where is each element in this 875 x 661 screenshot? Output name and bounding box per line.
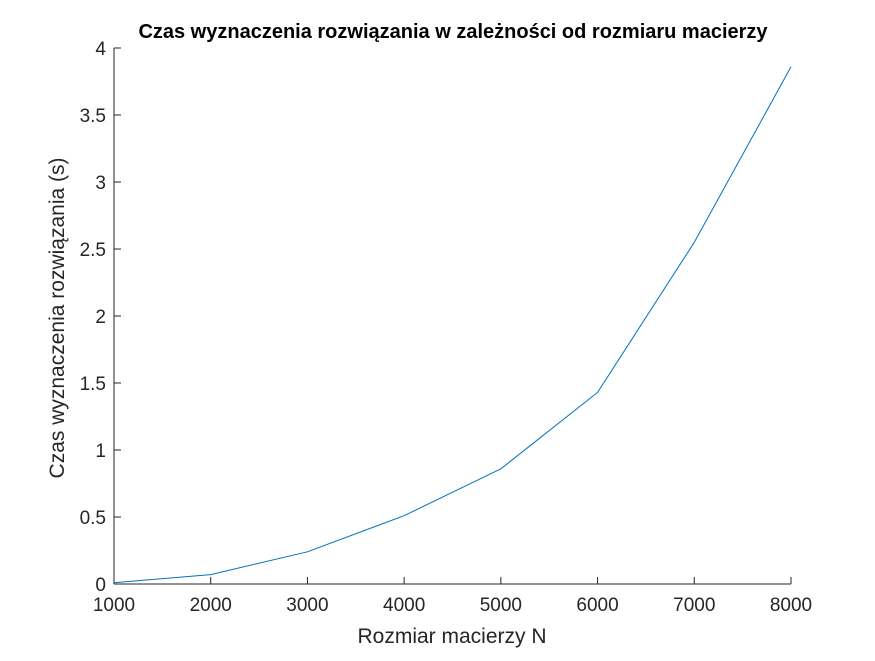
y-tick-label: 4 <box>95 39 106 60</box>
x-tick-label: 3000 <box>286 595 328 616</box>
y-tick-label: 2 <box>95 307 106 328</box>
y-tick-label: 3 <box>95 173 106 194</box>
series-layer <box>113 66 792 584</box>
x-tick-label: 1000 <box>93 595 135 616</box>
x-tick-label: 5000 <box>480 595 522 616</box>
x-tick-label: 6000 <box>576 595 618 616</box>
y-tick-label: 1 <box>95 441 106 462</box>
x-tick-label: 8000 <box>770 595 812 616</box>
plot-area <box>113 48 791 585</box>
y-axis-ticks: 0 0.5 1 1.5 2 2.5 3 3.5 4 <box>80 39 121 596</box>
x-axis-label: Rozmiar macierzy N <box>357 625 546 648</box>
series-line <box>113 66 792 584</box>
x-tick-label: 4000 <box>383 595 425 616</box>
x-tick-label: 2000 <box>190 595 232 616</box>
chart-title: Czas wyznaczenia rozwiązania w zależnośc… <box>138 21 768 43</box>
y-tick-label: 0.5 <box>80 508 106 529</box>
x-tick-label: 7000 <box>673 595 715 616</box>
y-tick-label: 0 <box>95 575 106 596</box>
x-axis-ticks: 1000 2000 3000 4000 5000 6000 7000 8000 <box>93 577 812 616</box>
y-tick-label: 3.5 <box>80 106 106 127</box>
y-tick-label: 1.5 <box>80 374 106 395</box>
y-axis-label: Czas wyznaczenia rozwiązania (s) <box>46 158 69 479</box>
y-tick-label: 2.5 <box>80 240 106 261</box>
